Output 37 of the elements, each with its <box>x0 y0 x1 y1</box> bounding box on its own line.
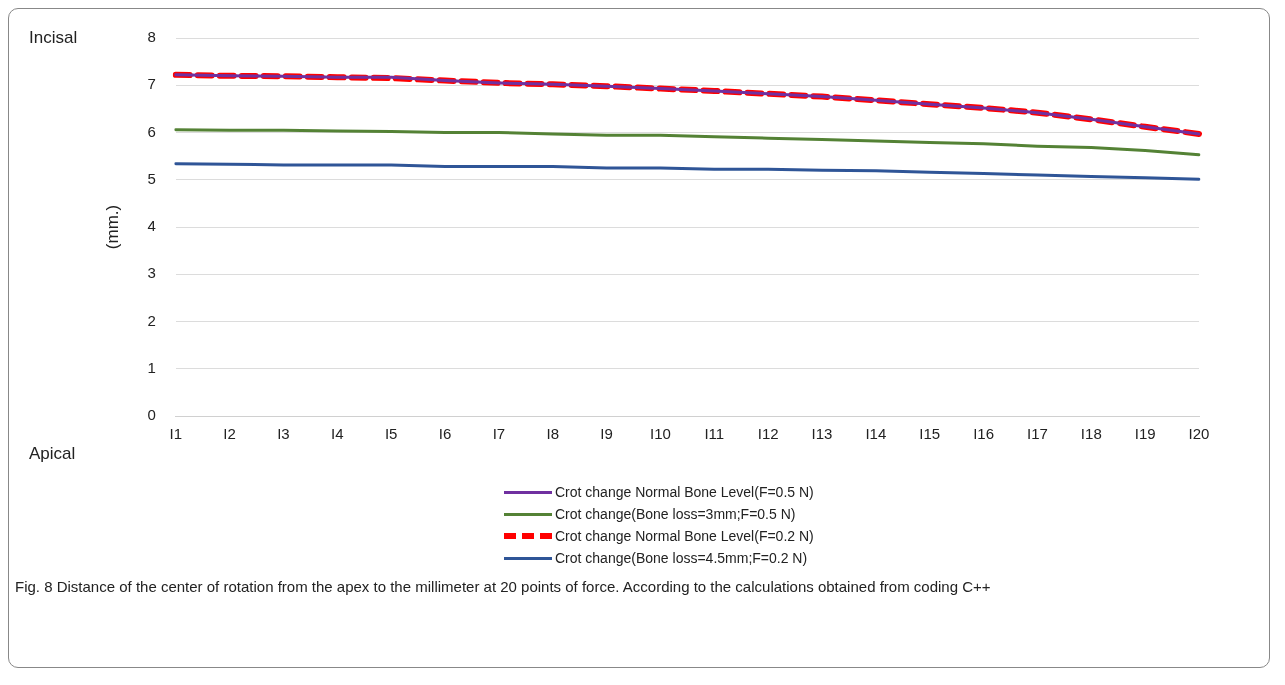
x-tick-label: I11 <box>704 425 725 443</box>
y-tick-label: 8 <box>147 28 156 46</box>
legend-label: Crot change Normal Bone Level(F=0.5 N) <box>555 484 814 500</box>
x-tick-label: I18 <box>1080 425 1102 443</box>
y-axis-title: (mm.) <box>102 204 122 250</box>
x-tick-label: I15 <box>919 425 941 443</box>
x-tick-label: I3 <box>277 425 290 443</box>
y-tick-label: 5 <box>147 169 156 187</box>
x-tick-label: I20 <box>1188 425 1210 443</box>
legend-label: Crot change Normal Bone Level(F=0.2 N) <box>555 528 814 544</box>
x-tick-label: I1 <box>169 425 182 443</box>
y-tick-label: 2 <box>147 311 156 329</box>
x-tick-label: I2 <box>223 425 236 443</box>
x-tick-label: I19 <box>1134 425 1156 443</box>
x-tick-label: I9 <box>600 425 613 443</box>
x-tick-label: I14 <box>865 425 887 443</box>
x-tick-label: I13 <box>811 425 833 443</box>
x-tick-label: I5 <box>384 425 398 443</box>
x-tick-label: I7 <box>492 425 506 443</box>
legend-label: Crot change(Bone loss=4.5mm;F=0.2 N) <box>555 550 808 566</box>
x-tick-label: I4 <box>331 425 344 443</box>
x-tick-label: I6 <box>438 425 452 443</box>
text: Incisal <box>29 27 78 47</box>
x-tick-label: I8 <box>546 425 559 443</box>
x-tick-label: I17 <box>1027 425 1048 443</box>
caption: Fig. 8 Distance of the center of rotation from the apex to the millimeter at 20 points of force. According to the calculations obtained from coding C++ <box>14 577 992 597</box>
y-tick-label: 4 <box>147 217 156 235</box>
text: Apical <box>29 443 76 463</box>
y-tick-label: 3 <box>147 264 156 282</box>
y-tick-label: 7 <box>147 75 156 93</box>
x-tick-label: I16 <box>973 425 995 443</box>
x-tick-label: I10 <box>650 425 671 443</box>
y-tick-label: 0 <box>147 406 156 424</box>
y-tick-label: 1 <box>147 358 156 376</box>
x-tick-label: I12 <box>757 425 779 443</box>
legend-label: Crot change(Bone loss=3mm;F=0.5 N) <box>555 506 796 522</box>
y-tick-label: 6 <box>147 122 156 140</box>
